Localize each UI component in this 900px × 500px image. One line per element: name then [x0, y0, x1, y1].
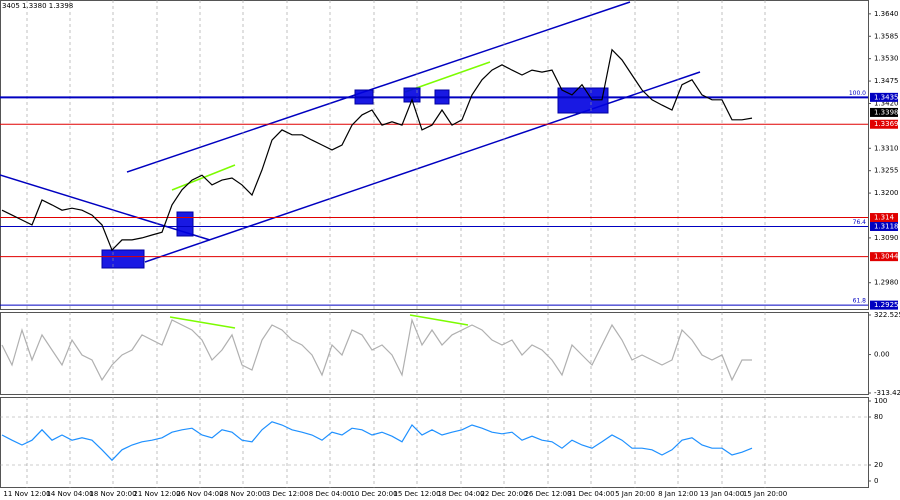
- x-tick-label: 8 Jan 12:00: [658, 490, 698, 498]
- x-tick-label: 28 Nov 20:00: [219, 490, 266, 498]
- y-tick-label: 1.3585: [874, 32, 899, 40]
- y-tick-label: 20: [874, 461, 883, 469]
- y-tick-label: 1.3640: [874, 10, 899, 18]
- x-tick-label: 15 Dec 12:00: [393, 490, 440, 498]
- fib-label: 61.8: [853, 298, 867, 305]
- x-tick-label: 8 Dec 04:00: [309, 490, 352, 498]
- x-tick-label: 15 Jan 20:00: [743, 490, 787, 498]
- x-tick-label: 22 Dec 20:00: [480, 490, 527, 498]
- fib-label: 100.0: [849, 90, 866, 97]
- level-tag: [870, 92, 898, 102]
- last-price-label: 1.3398: [874, 108, 899, 116]
- level-label: 1.2925: [874, 301, 899, 309]
- level-tag: [870, 252, 898, 262]
- signal-box: [176, 211, 194, 237]
- x-tick-label: 26 Nov 04:00: [176, 490, 223, 498]
- x-tick-label: 31 Dec 04:00: [567, 490, 614, 498]
- y-tick-label: 1.3475: [874, 77, 899, 85]
- header-quote: 3405 1.3380 1.3398: [2, 2, 73, 10]
- down-trendline: [0, 174, 211, 241]
- level-tag: [870, 221, 898, 231]
- y-tick-label: 1.3530: [874, 55, 899, 63]
- y-tick-label: 1.3420: [874, 99, 899, 107]
- level-label: 1.3369: [874, 120, 899, 128]
- x-tick-label: 14 Nov 04:00: [46, 490, 93, 498]
- y-tick-label: 1.3090: [874, 234, 899, 242]
- level-label: 1.3044: [874, 253, 899, 261]
- y-tick-label: 1.3200: [874, 189, 899, 197]
- x-tick-label: 26 Dec 12:00: [524, 490, 571, 498]
- divergence-line: [171, 164, 236, 191]
- y-tick-label: 0: [874, 477, 878, 485]
- price-panel: [0, 0, 869, 310]
- level-tag: [870, 119, 898, 129]
- signal-box: [403, 87, 421, 103]
- cci-panel: [0, 312, 869, 395]
- level-label: 1.3435: [874, 93, 899, 101]
- y-tick-label: 100: [874, 397, 887, 405]
- x-tick-label: 11 Nov 12:00: [3, 490, 50, 498]
- series-line: [1, 48, 753, 252]
- level-tag: [870, 300, 898, 310]
- level-label: 1.314: [874, 214, 895, 222]
- y-tick-label: 1.3255: [874, 167, 899, 175]
- y-tick-label: -313.422: [874, 389, 900, 397]
- x-tick-label: 3 Dec 12:00: [266, 490, 309, 498]
- x-tick-label: 21 Nov 12:00: [133, 490, 180, 498]
- divergence-line: [409, 314, 469, 326]
- x-tick-label: 18 Dec 04:00: [437, 490, 484, 498]
- level-tag: [870, 213, 898, 223]
- level-label: 1.3118: [874, 222, 899, 230]
- panel-frames: [0, 0, 869, 488]
- x-tick-label: 13 Jan 04:00: [700, 490, 744, 498]
- y-tick-label: 80: [874, 413, 883, 421]
- channel-upper: [126, 1, 631, 173]
- fib-label: 76.4: [853, 219, 867, 226]
- series-line: [1, 421, 753, 462]
- rsi-panel: [0, 397, 869, 488]
- y-tick-label: 322.5258: [874, 311, 900, 319]
- signal-box: [101, 249, 145, 269]
- divergence-line: [169, 316, 236, 329]
- y-tick-label: 0.00: [874, 351, 890, 359]
- series-line: [1, 317, 752, 382]
- divergence-line: [404, 61, 491, 93]
- last-price-tag: [870, 107, 898, 117]
- x-tick-label: 18 Nov 20:00: [89, 490, 136, 498]
- y-tick-label: 1.2980: [874, 279, 899, 287]
- y-tick-label: 1.3310: [874, 144, 899, 152]
- x-tick-label: 10 Dec 20:00: [350, 490, 397, 498]
- x-tick-label: 5 Jan 20:00: [615, 490, 655, 498]
